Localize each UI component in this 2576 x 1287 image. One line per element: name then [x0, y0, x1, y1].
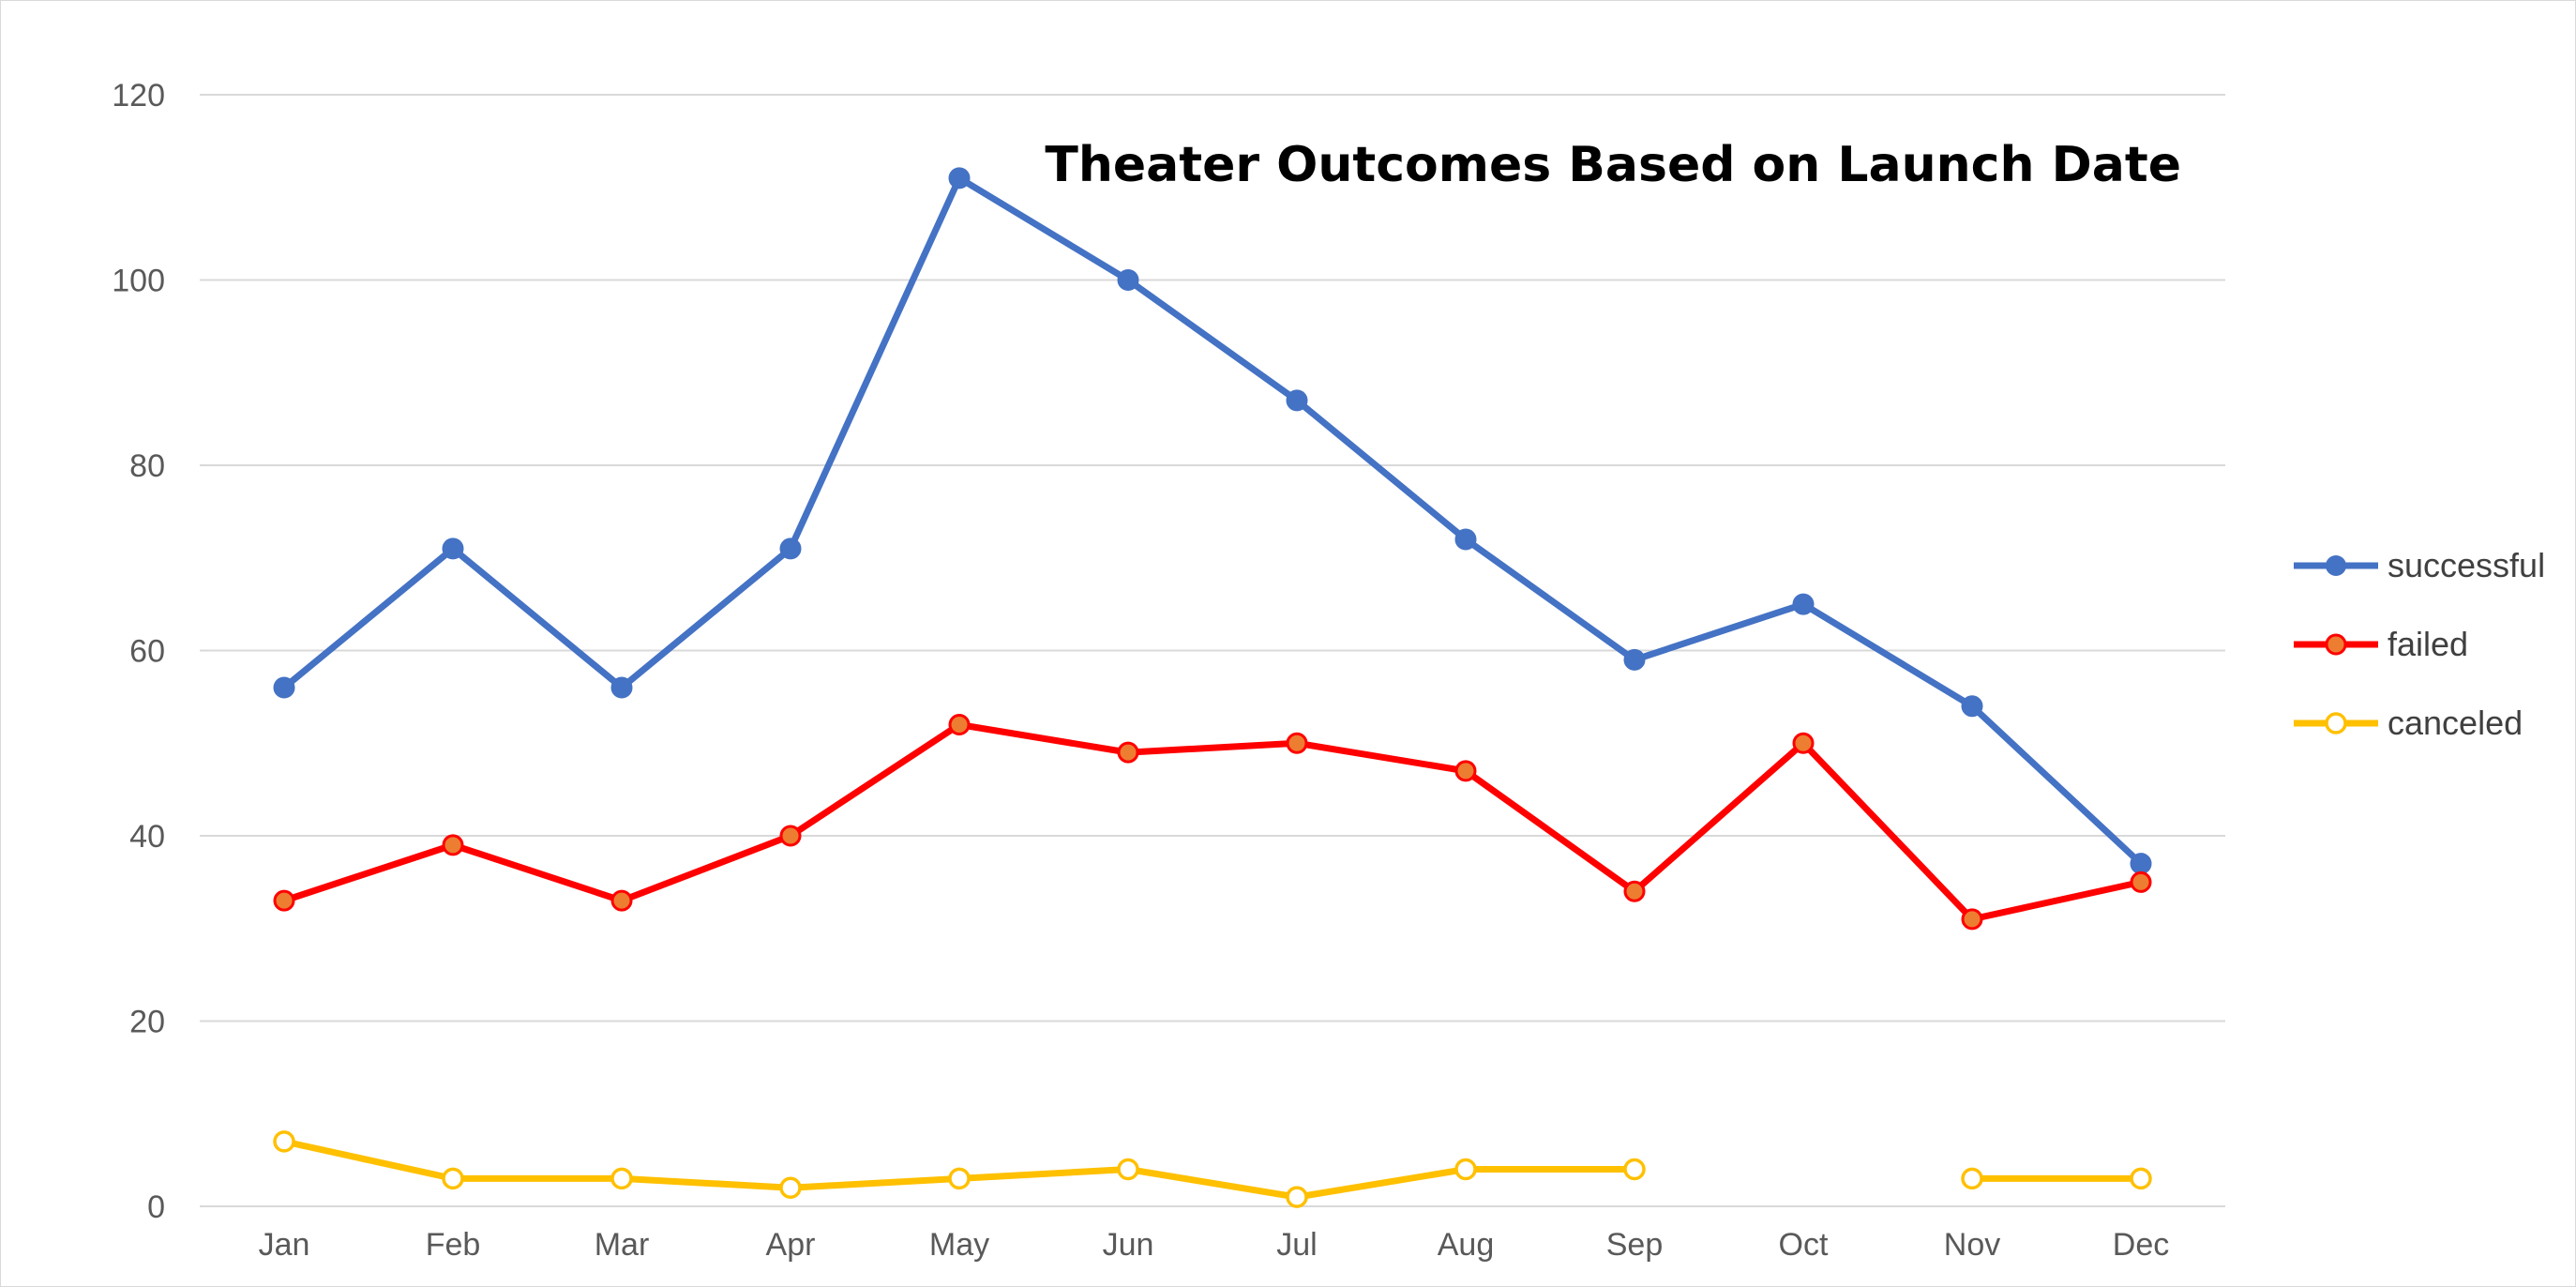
gridlines	[200, 94, 2225, 1207]
y-tick-label: 80	[129, 448, 165, 484]
x-tick-label: Feb	[426, 1227, 481, 1263]
data-point-canceled	[1454, 1158, 1477, 1181]
data-point-failed	[948, 714, 971, 735]
x-tick-label: Sep	[1606, 1227, 1664, 1263]
data-point-failed	[779, 825, 802, 847]
legend-label: canceled	[2388, 704, 2523, 742]
series-canceled	[273, 1130, 2152, 1208]
legend-marker	[2326, 555, 2346, 576]
data-point-canceled	[610, 1167, 633, 1190]
data-point-canceled	[948, 1167, 971, 1190]
y-tick-label: 100	[112, 264, 165, 299]
data-point-canceled	[1286, 1186, 1308, 1208]
data-point-canceled	[273, 1130, 295, 1153]
data-point-successful	[1286, 389, 1308, 412]
legend-entry-successful: successful	[2294, 546, 2545, 584]
data-point-canceled	[779, 1176, 802, 1199]
x-tick-label: Dec	[2113, 1227, 2169, 1263]
x-tick-label: Oct	[1779, 1227, 1829, 1263]
legend-marker	[2325, 633, 2347, 656]
data-point-successful	[948, 167, 971, 189]
data-point-failed	[610, 889, 633, 912]
x-tick-label: May	[929, 1227, 989, 1263]
y-tick-label: 20	[129, 1005, 165, 1040]
data-point-successful	[442, 538, 464, 560]
data-point-canceled	[1623, 1158, 1646, 1181]
data-point-failed	[1623, 880, 1646, 902]
data-point-failed	[1792, 732, 1815, 754]
data-point-failed	[442, 834, 464, 856]
legend-label: failed	[2388, 625, 2468, 663]
data-point-failed	[1961, 908, 1983, 931]
x-tick-label: Nov	[1944, 1227, 2000, 1263]
data-point-canceled	[2130, 1167, 2152, 1190]
data-point-failed	[1454, 760, 1477, 782]
x-tick-label: Jan	[259, 1227, 310, 1263]
series-lines	[273, 167, 2152, 1208]
x-axis-ticks: Jan Feb Mar Apr May Jun Jul Aug Sep Oct Nov Dec	[259, 1227, 2170, 1263]
y-tick-label: 60	[129, 634, 165, 670]
data-point-canceled	[442, 1167, 464, 1190]
data-point-successful	[610, 676, 633, 699]
data-point-successful	[1961, 695, 1983, 718]
data-point-successful	[779, 538, 802, 560]
chart-title: Theater Outcomes Based on Launch Date	[1045, 137, 2181, 193]
data-point-successful	[1454, 528, 1477, 551]
legend-marker	[2325, 712, 2347, 734]
x-tick-label: Jun	[1103, 1227, 1154, 1263]
series-line-failed	[280, 721, 2145, 923]
x-tick-label: Jul	[1276, 1227, 1317, 1263]
data-point-successful	[273, 676, 295, 699]
y-axis-ticks: 0 20 40 60 80 100 120	[112, 78, 165, 1225]
data-point-failed	[1286, 732, 1308, 754]
data-point-failed	[1117, 741, 1139, 764]
data-point-successful	[1792, 593, 1815, 615]
y-tick-label: 0	[147, 1189, 165, 1225]
legend-entry-canceled: canceled	[2294, 704, 2523, 742]
legend-label: successful	[2388, 546, 2545, 584]
data-point-canceled	[1961, 1167, 1983, 1190]
data-point-successful	[1623, 648, 1646, 671]
data-point-successful	[1117, 269, 1139, 291]
series-successful	[273, 167, 2152, 875]
data-point-failed	[2130, 871, 2152, 893]
x-tick-label: Aug	[1438, 1227, 1495, 1263]
series-line-successful	[280, 174, 2145, 868]
legend-entry-failed: failed	[2294, 625, 2468, 663]
y-tick-label: 40	[129, 819, 165, 855]
legend: successful failed canceled	[2294, 546, 2545, 742]
data-point-failed	[273, 889, 295, 912]
x-tick-label: Apr	[766, 1227, 816, 1263]
y-tick-label: 120	[112, 78, 165, 114]
series-failed	[273, 714, 2152, 931]
x-tick-label: Mar	[595, 1227, 650, 1263]
data-point-canceled	[1117, 1158, 1139, 1181]
data-point-successful	[2130, 853, 2152, 875]
